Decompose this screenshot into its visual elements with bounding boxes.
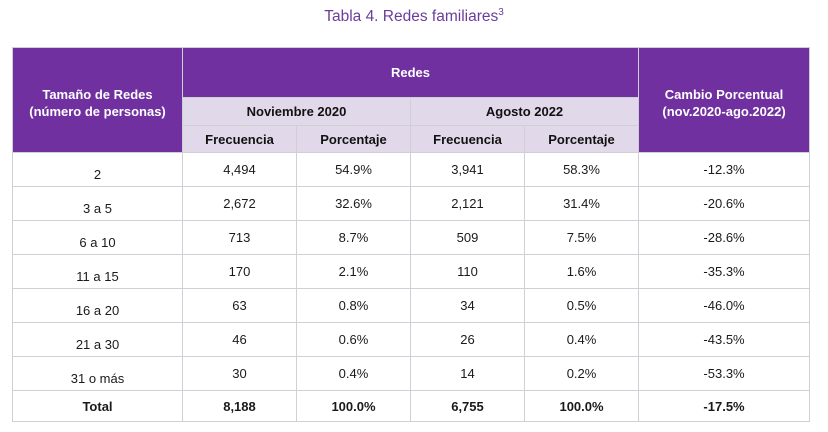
cell-size: 6 a 10 <box>12 220 183 255</box>
cell-total-label: Total <box>12 390 183 422</box>
cell-total-pct-2020: 100.0% <box>296 390 411 422</box>
cell-freq-2022: 2,121 <box>410 186 525 221</box>
cell-freq-2020: 30 <box>182 356 297 391</box>
cell-change: -35.3% <box>638 254 811 289</box>
table-row: 31 o más 30 0.4% 14 0.2% -53.3% <box>12 356 811 391</box>
header-percent-change-line2: (nov.2020-ago.2022) <box>662 104 786 119</box>
cell-pct-2020: 32.6% <box>296 186 411 221</box>
table-row: 16 a 20 63 0.8% 34 0.5% -46.0% <box>12 288 811 323</box>
cell-pct-2020: 2.1% <box>296 254 411 289</box>
cell-size: 21 a 30 <box>12 322 183 357</box>
cell-change: -53.3% <box>638 356 811 391</box>
header-pct-2022: Porcentaje <box>523 125 640 153</box>
header-percent-change: Cambio Porcentual (nov.2020-ago.2022) <box>638 47 811 153</box>
header-freq-2022: Frecuencia <box>410 125 525 153</box>
cell-freq-2020: 4,494 <box>182 152 297 187</box>
cell-pct-2022: 58.3% <box>523 152 640 187</box>
cell-size: 11 a 15 <box>12 254 183 289</box>
cell-change: -46.0% <box>638 288 811 323</box>
header-network-size-line1: Tamaño de Redes <box>42 87 153 102</box>
cell-freq-2022: 110 <box>410 254 525 289</box>
table-row: 11 a 15 170 2.1% 110 1.6% -35.3% <box>12 254 811 289</box>
table-row: 2 4,494 54.9% 3,941 58.3% -12.3% <box>12 152 811 187</box>
cell-total-pct-2022: 100.0% <box>523 390 640 422</box>
cell-freq-2020: 713 <box>182 220 297 255</box>
cell-freq-2022: 26 <box>410 322 525 357</box>
cell-pct-2022: 1.6% <box>523 254 640 289</box>
table-caption: Tabla 4. Redes familiares3 <box>0 7 828 26</box>
cell-freq-2020: 63 <box>182 288 297 323</box>
cell-size: 3 a 5 <box>12 186 183 221</box>
cell-pct-2020: 0.6% <box>296 322 411 357</box>
cell-pct-2022: 31.4% <box>523 186 640 221</box>
cell-freq-2020: 46 <box>182 322 297 357</box>
family-networks-table: Tamaño de Redes (número de personas) Red… <box>12 47 811 422</box>
cell-freq-2020: 170 <box>182 254 297 289</box>
cell-size: 31 o más <box>12 356 183 391</box>
total-row: Total 8,188 100.0% 6,755 100.0% -17.5% <box>12 390 811 422</box>
cell-change: -28.6% <box>638 220 811 255</box>
header-freq-2020: Frecuencia <box>182 125 297 153</box>
cell-pct-2020: 8.7% <box>296 220 411 255</box>
header-network-size-line2: (número de personas) <box>29 104 166 119</box>
cell-pct-2022: 0.4% <box>523 322 640 357</box>
table-row: 3 a 5 2,672 32.6% 2,121 31.4% -20.6% <box>12 186 811 221</box>
caption-text: Tabla 4. Redes familiares <box>324 8 499 25</box>
cell-total-freq-2022: 6,755 <box>410 390 525 422</box>
header-period-nov-2020: Noviembre 2020 <box>182 97 411 126</box>
cell-change: -12.3% <box>638 152 811 187</box>
cell-pct-2022: 7.5% <box>523 220 640 255</box>
table-row: 6 a 10 713 8.7% 509 7.5% -28.6% <box>12 220 811 255</box>
cell-pct-2022: 0.5% <box>523 288 640 323</box>
header-pct-2020: Porcentaje <box>296 125 411 153</box>
cell-pct-2020: 54.9% <box>296 152 411 187</box>
cell-freq-2020: 2,672 <box>182 186 297 221</box>
cell-freq-2022: 14 <box>410 356 525 391</box>
cell-freq-2022: 3,941 <box>410 152 525 187</box>
header-percent-change-line1: Cambio Porcentual <box>664 87 784 102</box>
cell-freq-2022: 509 <box>410 220 525 255</box>
cell-change: -20.6% <box>638 186 811 221</box>
caption-footnote-ref: 3 <box>498 7 504 18</box>
cell-pct-2020: 0.4% <box>296 356 411 391</box>
header-period-aug-2022: Agosto 2022 <box>409 97 640 126</box>
cell-freq-2022: 34 <box>410 288 525 323</box>
table-row: 21 a 30 46 0.6% 26 0.4% -43.5% <box>12 322 811 357</box>
cell-total-change: -17.5% <box>638 390 811 422</box>
cell-pct-2022: 0.2% <box>523 356 640 391</box>
cell-change: -43.5% <box>638 322 811 357</box>
cell-size: 2 <box>12 152 183 187</box>
header-redes: Redes <box>181 47 640 98</box>
cell-total-freq-2020: 8,188 <box>182 390 297 422</box>
header-network-size: Tamaño de Redes (número de personas) <box>12 47 183 153</box>
cell-size: 16 a 20 <box>12 288 183 323</box>
cell-pct-2020: 0.8% <box>296 288 411 323</box>
